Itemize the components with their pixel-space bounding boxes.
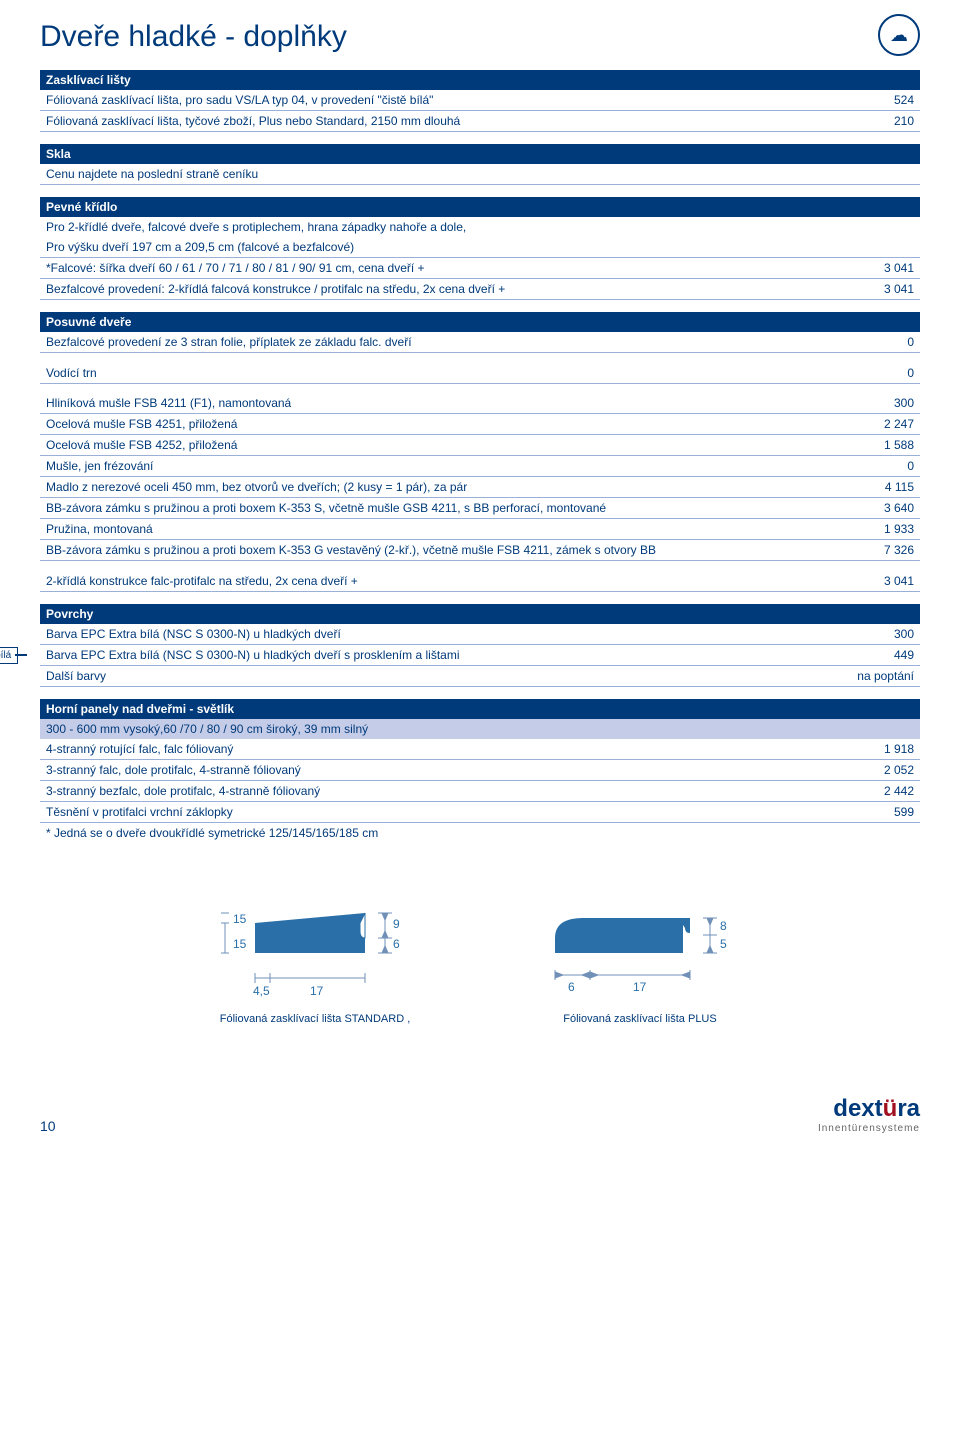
row-value: 3 041 (830, 258, 920, 279)
row-label: Cenu najdete na poslední straně ceníku (40, 164, 830, 185)
row-label: Bezfalcové provedení ze 3 stran folie, p… (40, 332, 830, 353)
row-label: Fóliovaná zasklívací lišta, pro sadu VS/… (40, 90, 830, 111)
row-value: 0 (830, 456, 920, 477)
row-value: 449 (830, 644, 920, 665)
section-table: SklaCenu najdete na poslední straně cení… (40, 144, 920, 185)
row-label: Další barvy (40, 665, 830, 686)
row-label: Vodící trn (40, 363, 830, 384)
section-header: Povrchy (40, 604, 920, 624)
row-label: Hliníková mušle FSB 4211 (F1), namontova… (40, 393, 830, 414)
row-value: 7 326 (830, 540, 920, 561)
row-tag: Nová bílá (0, 647, 18, 664)
section-table: Posuvné dveřeBezfalcové provedení ze 3 s… (40, 312, 920, 592)
svg-text:5: 5 (720, 937, 727, 951)
diagram-caption-right: Fóliovaná zasklívací lišta PLUS (535, 1013, 745, 1025)
diagram-caption-left: Fóliovaná zasklívací lišta STANDARD , (215, 1013, 415, 1025)
row-value: 524 (830, 90, 920, 111)
section-header: Zasklívací lišty (40, 70, 920, 90)
section-header: Posuvné dveře (40, 312, 920, 332)
svg-text:6: 6 (568, 980, 575, 994)
svg-text:4,5: 4,5 (253, 984, 270, 998)
section-header: Horní panely nad dveřmi - světlík (40, 699, 920, 719)
row-label: 3-stranný falc, dole protifalc, 4-strann… (40, 759, 830, 780)
row-value: 1 918 (830, 739, 920, 760)
row-value: 210 (830, 111, 920, 132)
row-value: 1 933 (830, 519, 920, 540)
brand-seal: ☁ (878, 14, 920, 56)
diagrams-row: 15 15 4,5 17 9 6 Fóliovaná zasklívací li… (40, 883, 920, 1025)
section-header: Skla (40, 144, 920, 164)
row-value: 1 588 (830, 435, 920, 456)
brand-logo: dextüra Innentürensysteme (818, 1095, 920, 1134)
row-label: Pro výšku dveří 197 cm a 209,5 cm (falco… (40, 237, 830, 258)
row-label: Madlo z nerezové oceli 450 mm, bez otvor… (40, 477, 830, 498)
page-footer: 10 dextüra Innentürensysteme (40, 1095, 920, 1134)
row-value: 2 442 (830, 780, 920, 801)
svg-text:15: 15 (233, 912, 247, 926)
row-value: 2 052 (830, 759, 920, 780)
row-label: 4-stranný rotující falc, falc fóliovaný (40, 739, 830, 760)
diagram-plus: 8 5 6 17 Fóliovaná zasklívací lišta PLUS (535, 883, 745, 1025)
row-label: Ocelová mušle FSB 4251, přiložená (40, 414, 830, 435)
row-label: Barva EPC Extra bílá (NSC S 0300-N) u hl… (40, 624, 830, 645)
row-label: Pro 2-křídlé dveře, falcové dveře s prot… (40, 217, 920, 237)
diagram-standard: 15 15 4,5 17 9 6 Fóliovaná zasklívací li… (215, 883, 415, 1025)
row-value: 0 (830, 332, 920, 353)
row-value: 4 115 (830, 477, 920, 498)
price-tables: Zasklívací lištyFóliovaná zasklívací liš… (40, 70, 920, 843)
row-label: 2-křídlá konstrukce falc-protifalc na st… (40, 571, 830, 592)
row-value: 3 041 (830, 279, 920, 300)
row-value: 2 247 (830, 414, 920, 435)
section-header: Pevné křídlo (40, 197, 920, 217)
row-label: 300 - 600 mm vysoký,60 /70 / 80 / 90 cm … (40, 719, 920, 739)
page-number: 10 (40, 1118, 56, 1134)
row-value: 0 (830, 363, 920, 384)
row-value: 300 (830, 624, 920, 645)
row-value (830, 237, 920, 258)
row-value: 3 041 (830, 571, 920, 592)
svg-text:6: 6 (393, 937, 400, 951)
row-label: Nová bíláBarva EPC Extra bílá (NSC S 030… (40, 644, 830, 665)
row-value: na poptání (830, 665, 920, 686)
row-label: * Jedná se o dveře dvoukřídlé symetrické… (40, 822, 920, 843)
row-label: Mušle, jen frézování (40, 456, 830, 477)
svg-text:15: 15 (233, 937, 247, 951)
row-label: *Falcové: šířka dveří 60 / 61 / 70 / 71 … (40, 258, 830, 279)
row-value: 300 (830, 393, 920, 414)
section-table: Pevné křídloPro 2-křídlé dveře, falcové … (40, 197, 920, 300)
row-label: BB-závora zámku s pružinou a proti boxem… (40, 540, 830, 561)
row-label: Těsnění v protifalci vrchní záklopky (40, 801, 830, 822)
row-value: 599 (830, 801, 920, 822)
svg-text:8: 8 (720, 919, 727, 933)
row-label: Ocelová mušle FSB 4252, přiložená (40, 435, 830, 456)
section-table: Horní panely nad dveřmi - světlík300 - 6… (40, 699, 920, 843)
section-table: Zasklívací lištyFóliovaná zasklívací liš… (40, 70, 920, 132)
row-label: Pružina, montovaná (40, 519, 830, 540)
svg-text:17: 17 (310, 984, 324, 998)
svg-text:17: 17 (633, 980, 647, 994)
row-label: Fóliovaná zasklívací lišta, tyčové zboží… (40, 111, 830, 132)
row-value (830, 164, 920, 185)
page-title: Dveře hladké - doplňky (40, 20, 920, 54)
row-label: Bezfalcové provedení: 2-křídlá falcová k… (40, 279, 830, 300)
row-value: 3 640 (830, 498, 920, 519)
row-label: BB-závora zámku s pružinou a proti boxem… (40, 498, 830, 519)
row-label: 3-stranný bezfalc, dole protifalc, 4-str… (40, 780, 830, 801)
svg-text:9: 9 (393, 917, 400, 931)
section-table: PovrchyBarva EPC Extra bílá (NSC S 0300-… (40, 604, 920, 687)
